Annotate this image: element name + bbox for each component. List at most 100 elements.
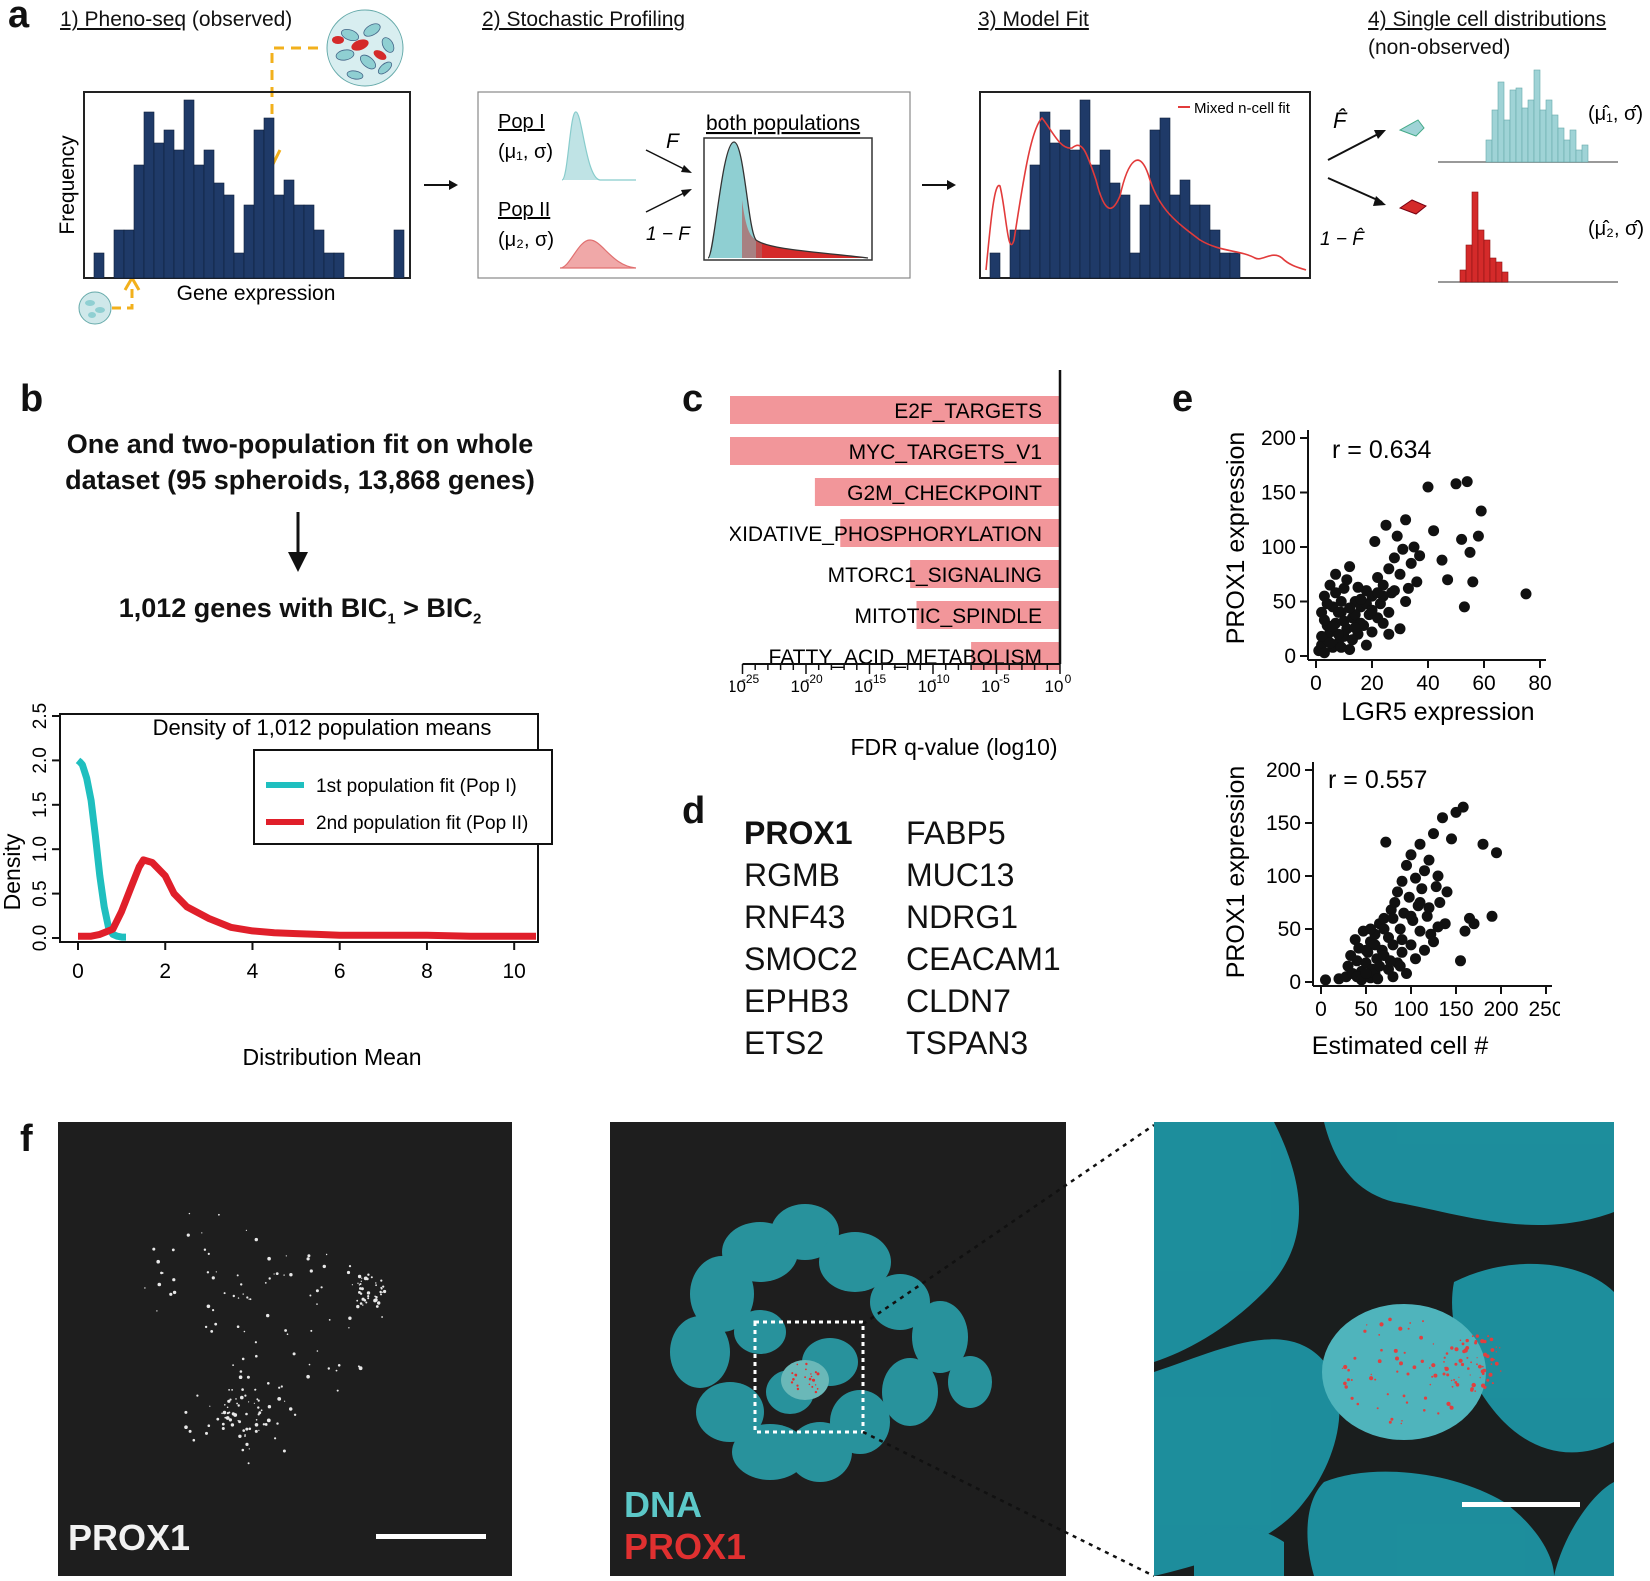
scatter-ytick-label: 0 bbox=[1289, 971, 1301, 994]
speckle bbox=[804, 1376, 806, 1379]
speckle bbox=[1483, 1339, 1487, 1344]
speckle bbox=[228, 1389, 231, 1391]
speckle bbox=[254, 1388, 257, 1391]
density-title: Density of 1,012 population means bbox=[153, 715, 492, 740]
scatter-point bbox=[1372, 973, 1384, 985]
density-legend: 1st population fit (Pop I) 2nd populatio… bbox=[253, 749, 553, 845]
speckle bbox=[1431, 1363, 1436, 1368]
scatter-point bbox=[1377, 579, 1389, 591]
histogram2-bars bbox=[989, 99, 1241, 279]
fdr-bar bbox=[971, 642, 1060, 670]
speckle bbox=[1420, 1359, 1424, 1363]
speckle bbox=[1378, 1334, 1381, 1336]
scatter-point bbox=[1316, 630, 1328, 642]
dashed-arrow-bottom bbox=[112, 284, 134, 310]
fdr-bar-label: FATTY_ACID_METABOLISM bbox=[769, 646, 1042, 669]
scatter-point bbox=[1372, 587, 1384, 599]
speckle bbox=[359, 1302, 363, 1305]
speckle bbox=[381, 1291, 383, 1293]
density-xlabel: Distribution Mean bbox=[243, 1044, 422, 1070]
speckle bbox=[796, 1384, 799, 1387]
spheroid-icon bbox=[326, 9, 404, 87]
fdr-tick-label: 10 bbox=[1045, 677, 1064, 696]
density-ytick-label: 0.0 bbox=[30, 925, 51, 951]
speckle bbox=[348, 1316, 352, 1320]
speckle bbox=[285, 1255, 287, 1257]
density-xtick-label: 6 bbox=[334, 960, 346, 983]
scatter-point bbox=[1405, 849, 1417, 861]
speckle bbox=[224, 1404, 226, 1406]
scatter-point bbox=[1327, 621, 1339, 633]
speckle bbox=[254, 1429, 258, 1433]
pop2-label: Pop II bbox=[498, 199, 550, 221]
speckle bbox=[1490, 1363, 1493, 1365]
scatter-xtick-label: 40 bbox=[1416, 672, 1439, 695]
speckle bbox=[237, 1420, 239, 1422]
speckle bbox=[1350, 1379, 1353, 1381]
scatter-point bbox=[1384, 955, 1396, 967]
scatter-point bbox=[1394, 960, 1406, 972]
both-populations-label: both populations bbox=[706, 112, 860, 135]
arrow-a1-head bbox=[449, 180, 458, 190]
scatter-xtick-label: 100 bbox=[1393, 998, 1428, 1021]
scatter-ytick-label: 100 bbox=[1266, 865, 1301, 888]
speckle bbox=[1412, 1365, 1417, 1370]
speckle bbox=[1480, 1369, 1485, 1374]
speckle bbox=[1398, 1326, 1403, 1331]
speckle bbox=[796, 1363, 799, 1366]
panel-b-line2: dataset (95 spheroids, 13,868 genes) bbox=[65, 465, 535, 495]
fit-legend-label: Mixed n-cell fit bbox=[1194, 100, 1291, 117]
speckle bbox=[1460, 1362, 1465, 1367]
scatter-point bbox=[1372, 572, 1384, 583]
speckle bbox=[1343, 1364, 1348, 1370]
panel-b-down-arrow bbox=[288, 512, 308, 572]
speckle bbox=[254, 1237, 258, 1242]
speckle bbox=[306, 1257, 310, 1261]
fdr-bar bbox=[910, 560, 1060, 588]
speckle bbox=[229, 1398, 232, 1401]
speckle bbox=[348, 1327, 350, 1329]
speckle bbox=[249, 1298, 252, 1301]
speckle bbox=[1379, 1322, 1384, 1327]
speckle bbox=[248, 1448, 250, 1450]
scatter-point bbox=[1402, 582, 1414, 594]
scatter-point bbox=[1330, 568, 1342, 580]
scatter-point bbox=[1400, 514, 1412, 526]
speckle bbox=[286, 1333, 289, 1335]
speckle bbox=[1466, 1356, 1469, 1359]
scatter-point bbox=[1321, 598, 1333, 610]
density-ytick-label: 2.5 bbox=[30, 703, 51, 729]
speckle bbox=[322, 1264, 326, 1269]
legend-label-pop2: 2nd population fit (Pop II) bbox=[316, 813, 528, 834]
density-series-1 bbox=[75, 757, 126, 941]
speckle bbox=[223, 1292, 226, 1295]
speckle bbox=[171, 1248, 175, 1252]
speckle bbox=[292, 1352, 296, 1356]
speckle bbox=[375, 1284, 377, 1287]
speckle bbox=[207, 1424, 211, 1427]
speckle bbox=[280, 1385, 283, 1388]
speckle bbox=[1470, 1388, 1474, 1392]
speckle bbox=[1346, 1378, 1350, 1382]
speckle bbox=[791, 1372, 794, 1375]
speckle bbox=[257, 1399, 260, 1402]
scatter-point bbox=[1338, 615, 1350, 627]
scatter-point bbox=[1403, 891, 1415, 903]
speckle bbox=[382, 1285, 385, 1288]
gene-item: CEACAM1 bbox=[906, 941, 1061, 977]
speckle bbox=[169, 1292, 173, 1296]
speckle bbox=[1431, 1375, 1434, 1378]
speckle bbox=[1487, 1335, 1490, 1338]
scatter-point bbox=[1400, 596, 1412, 607]
scatter-point bbox=[1419, 944, 1430, 956]
speckle bbox=[1363, 1329, 1367, 1333]
gene-item: EPHB3 bbox=[744, 983, 849, 1019]
scatter-top-ylabel: PROX1 expression bbox=[1222, 432, 1250, 645]
merge-nuclei bbox=[670, 1204, 992, 1482]
speckle bbox=[1486, 1378, 1490, 1382]
speckle bbox=[244, 1434, 246, 1436]
speckle bbox=[1481, 1365, 1484, 1368]
scatter-point bbox=[1394, 568, 1406, 580]
speckle bbox=[1454, 1347, 1459, 1352]
density-ylabel: Density bbox=[0, 833, 25, 910]
